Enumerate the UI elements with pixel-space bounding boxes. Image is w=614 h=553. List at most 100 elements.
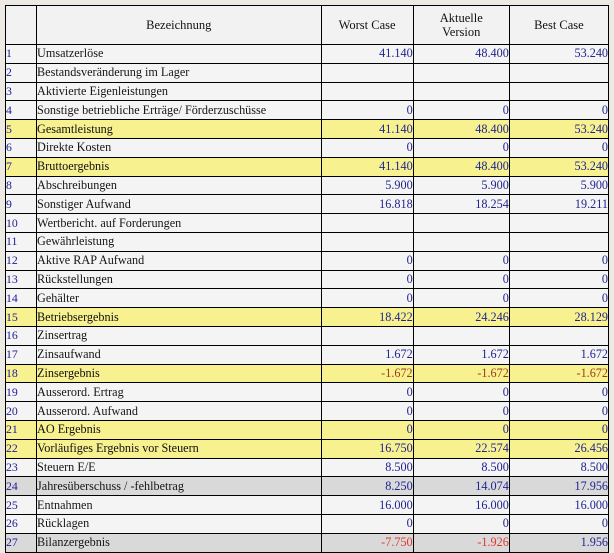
row-label-cell[interactable]: Rückstellungen: [36, 269, 322, 290]
best-case-cell[interactable]: 0: [508, 401, 610, 421]
worst-case-cell[interactable]: 8.250: [320, 476, 414, 497]
table-row[interactable]: 18 Zinsergebnis -1.672 -1.672 -1.672: [4, 363, 610, 384]
best-case-cell[interactable]: 0: [508, 288, 610, 309]
row-number-cell[interactable]: 14: [4, 288, 38, 309]
best-case-cell[interactable]: 53.240: [508, 119, 610, 139]
row-label-cell[interactable]: Umsatzerlöse: [36, 44, 322, 64]
row-number-cell[interactable]: 22: [4, 438, 38, 459]
table-row[interactable]: 6 Direkte Kosten 0 0 0: [4, 137, 610, 158]
worst-case-cell[interactable]: 0: [320, 100, 414, 121]
aktuelle-version-cell[interactable]: 5.900: [412, 175, 510, 196]
row-number-cell[interactable]: 8: [4, 175, 38, 196]
row-label-cell[interactable]: Gehälter: [36, 288, 322, 309]
worst-case-cell[interactable]: 1.672: [320, 344, 414, 365]
row-label-cell[interactable]: Abschreibungen: [36, 175, 322, 196]
row-label-cell[interactable]: Vorläufiges Ergebnis vor Steuern: [36, 438, 322, 459]
row-number-cell[interactable]: 10: [4, 213, 38, 233]
aktuelle-version-cell[interactable]: 0: [412, 288, 510, 309]
row-label-cell[interactable]: Aktivierte Eigenleistungen: [36, 81, 322, 102]
row-number-cell[interactable]: 18: [4, 363, 38, 384]
worst-case-cell[interactable]: 8.500: [320, 457, 414, 478]
best-case-cell[interactable]: 53.240: [508, 44, 610, 64]
aktuelle-version-cell[interactable]: 0: [412, 137, 510, 158]
table-row[interactable]: 9 Sonstiger Aufwand 16.818 18.254 19.211: [4, 194, 610, 215]
aktuelle-version-cell[interactable]: 14.074: [412, 476, 510, 497]
best-case-cell[interactable]: 26.456: [508, 438, 610, 459]
row-number-cell[interactable]: 21: [4, 419, 38, 440]
table-row[interactable]: 14 Gehälter 0 0 0: [4, 288, 610, 309]
worst-case-cell[interactable]: [320, 213, 414, 233]
worst-case-cell[interactable]: 41.140: [320, 44, 414, 64]
aktuelle-version-cell[interactable]: [412, 231, 510, 252]
row-label-cell[interactable]: Sonstige betriebliche Erträge/ Förderzus…: [36, 100, 322, 121]
best-case-cell[interactable]: 28.129: [508, 307, 610, 327]
row-label-cell[interactable]: Sonstiger Aufwand: [36, 194, 322, 215]
table-row[interactable]: 4 Sonstige betriebliche Erträge/ Förderzu…: [4, 100, 610, 121]
table-row[interactable]: 25 Entnahmen 16.000 16.000 16.000: [4, 495, 610, 515]
row-number-cell[interactable]: 16: [4, 325, 38, 346]
row-number-cell[interactable]: 25: [4, 495, 38, 515]
best-case-cell[interactable]: 1.956: [508, 532, 610, 553]
aktuelle-version-cell[interactable]: 8.500: [412, 457, 510, 478]
best-case-cell[interactable]: 16.000: [508, 495, 610, 515]
table-row[interactable]: 23 Steuern E/E 8.500 8.500 8.500: [4, 457, 610, 478]
best-case-cell[interactable]: 0: [508, 137, 610, 158]
best-case-cell[interactable]: -1.672: [508, 363, 610, 384]
best-case-cell[interactable]: 0: [508, 100, 610, 121]
best-case-cell[interactable]: 0: [508, 382, 610, 403]
row-label-cell[interactable]: Gewährleistung: [36, 231, 322, 252]
row-number-cell[interactable]: 5: [4, 119, 38, 139]
aktuelle-version-cell[interactable]: 48.400: [412, 156, 510, 177]
row-label-cell[interactable]: Entnahmen: [36, 495, 322, 515]
row-label-cell[interactable]: Steuern E/E: [36, 457, 322, 478]
table-row[interactable]: 20 Ausserord. Aufwand 0 0 0: [4, 401, 610, 421]
row-label-cell[interactable]: Bilanzergebnis: [36, 532, 322, 553]
row-number-cell[interactable]: 6: [4, 137, 38, 158]
row-number-cell[interactable]: 11: [4, 231, 38, 252]
aktuelle-version-cell[interactable]: 0: [412, 401, 510, 421]
row-number-cell[interactable]: 23: [4, 457, 38, 478]
worst-case-cell[interactable]: 0: [320, 401, 414, 421]
best-case-cell[interactable]: 8.500: [508, 457, 610, 478]
worst-case-cell[interactable]: [320, 231, 414, 252]
row-label-cell[interactable]: Wertbericht. auf Forderungen: [36, 213, 322, 233]
row-number-cell[interactable]: 26: [4, 513, 38, 534]
aktuelle-version-cell[interactable]: 48.400: [412, 44, 510, 64]
worst-case-cell[interactable]: [320, 81, 414, 102]
best-case-cell[interactable]: 5.900: [508, 175, 610, 196]
aktuelle-version-cell[interactable]: 22.574: [412, 438, 510, 459]
row-number-cell[interactable]: 12: [4, 250, 38, 271]
worst-case-cell[interactable]: 18.422: [320, 307, 414, 327]
aktuelle-version-cell[interactable]: [412, 325, 510, 346]
row-number-cell[interactable]: 13: [4, 269, 38, 290]
table-row[interactable]: 13 Rückstellungen 0 0 0: [4, 269, 610, 290]
table-row[interactable]: 11 Gewährleistung: [4, 231, 610, 252]
table-row[interactable]: 8 Abschreibungen 5.900 5.900 5.900: [4, 175, 610, 196]
worst-case-cell[interactable]: 16.000: [320, 495, 414, 515]
best-case-cell[interactable]: 19.211: [508, 194, 610, 215]
best-case-cell[interactable]: 17.956: [508, 476, 610, 497]
table-row[interactable]: 19 Ausserord. Ertrag 0 0 0: [4, 382, 610, 403]
aktuelle-version-cell[interactable]: 0: [412, 419, 510, 440]
table-row[interactable]: 3 Aktivierte Eigenleistungen: [4, 81, 610, 102]
worst-case-cell[interactable]: 16.818: [320, 194, 414, 215]
table-row[interactable]: 21 AO Ergebnis 0 0 0: [4, 419, 610, 440]
best-case-cell[interactable]: 0: [508, 269, 610, 290]
aktuelle-version-cell[interactable]: [412, 62, 510, 83]
table-row[interactable]: 5 Gesamtleistung 41.140 48.400 53.240: [4, 119, 610, 139]
row-number-cell[interactable]: 20: [4, 401, 38, 421]
table-row[interactable]: 1 Umsatzerlöse 41.140 48.400 53.240: [4, 44, 610, 64]
worst-case-cell[interactable]: -1.672: [320, 363, 414, 384]
worst-case-cell[interactable]: 16.750: [320, 438, 414, 459]
worst-case-cell[interactable]: 41.140: [320, 119, 414, 139]
table-row[interactable]: 7 Bruttoergebnis 41.140 48.400 53.240: [4, 156, 610, 177]
aktuelle-version-cell[interactable]: 48.400: [412, 119, 510, 139]
worst-case-cell[interactable]: 0: [320, 137, 414, 158]
best-case-cell[interactable]: 1.672: [508, 344, 610, 365]
row-number-cell[interactable]: 19: [4, 382, 38, 403]
table-row[interactable]: 2 Bestandsveränderung im Lager: [4, 62, 610, 83]
aktuelle-version-cell[interactable]: -1.672: [412, 363, 510, 384]
best-case-cell[interactable]: 0: [508, 419, 610, 440]
worst-case-cell[interactable]: 0: [320, 419, 414, 440]
best-case-cell[interactable]: [508, 81, 610, 102]
